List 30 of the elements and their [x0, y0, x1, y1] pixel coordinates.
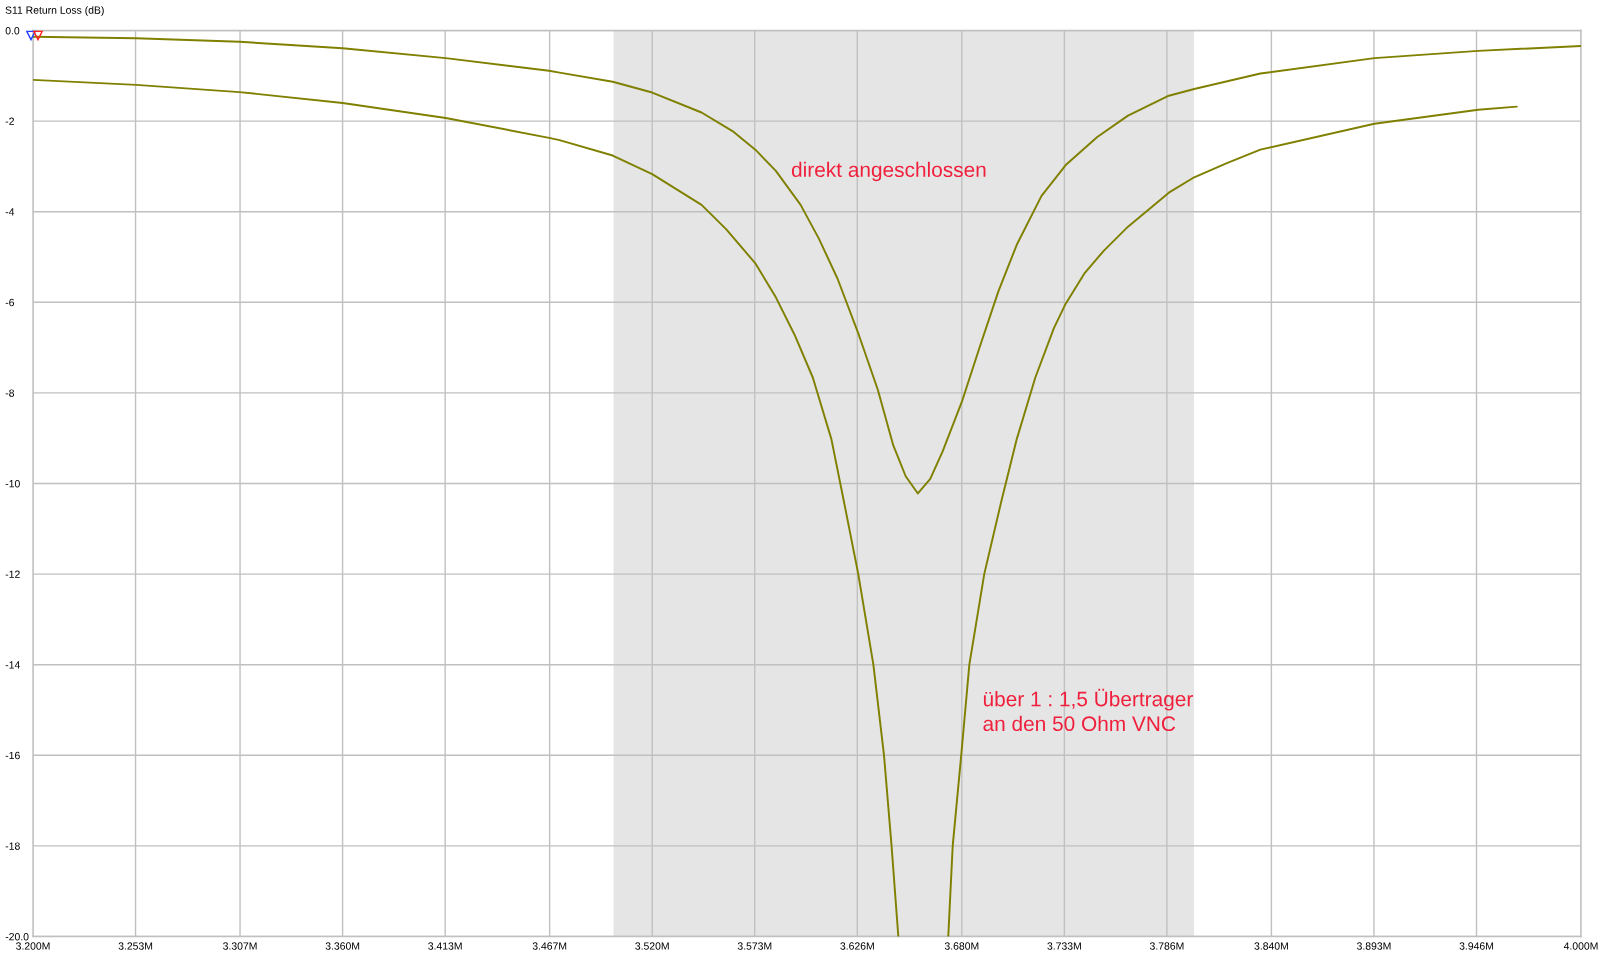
- x-tick-label: 3.786M: [1149, 942, 1184, 950]
- y-axis-title: S11 Return Loss (dB): [5, 6, 104, 16]
- x-tick-label: 3.467M: [532, 942, 567, 950]
- x-tick-label: 3.626M: [840, 942, 874, 950]
- y-tick-label: -16: [5, 751, 20, 760]
- x-tick-label: 3.680M: [944, 942, 979, 950]
- y-tick-label: -2: [5, 117, 14, 125]
- x-tick-label: 3.520M: [635, 942, 669, 950]
- y-tick-label: -12: [5, 570, 20, 578]
- y-tick-label: -6: [5, 298, 15, 307]
- x-tick-label: 3.200M: [16, 942, 50, 950]
- x-tick-label: 3.573M: [737, 942, 772, 950]
- x-tick-label: 4.000M: [1563, 942, 1598, 950]
- y-tick-label: -10: [5, 480, 20, 488]
- x-tick-label: 3.946M: [1459, 942, 1494, 950]
- x-tick-label: 3.733M: [1047, 942, 1081, 950]
- x-tick-label: 3.893M: [1356, 942, 1391, 950]
- y-tick-label: -20.0: [5, 933, 29, 941]
- annotation: über 1 : 1,5 Übertrager an den 50 Ohm VNC: [983, 688, 1193, 732]
- y-tick-label: -14: [5, 661, 20, 669]
- y-tick-label: -18: [5, 842, 20, 850]
- x-tick-label: 3.307M: [223, 942, 257, 950]
- y-tick-label: -4: [5, 208, 15, 216]
- x-tick-label: 3.360M: [325, 942, 360, 950]
- y-tick-label: 0.0: [5, 27, 20, 35]
- x-tick-label: 3.840M: [1254, 942, 1288, 950]
- annotation: direkt angeschlossen: [791, 161, 986, 182]
- x-tick-label: 3.413M: [428, 942, 462, 950]
- x-tick-label: 3.253M: [118, 942, 153, 950]
- y-tick-label: -8: [5, 389, 15, 397]
